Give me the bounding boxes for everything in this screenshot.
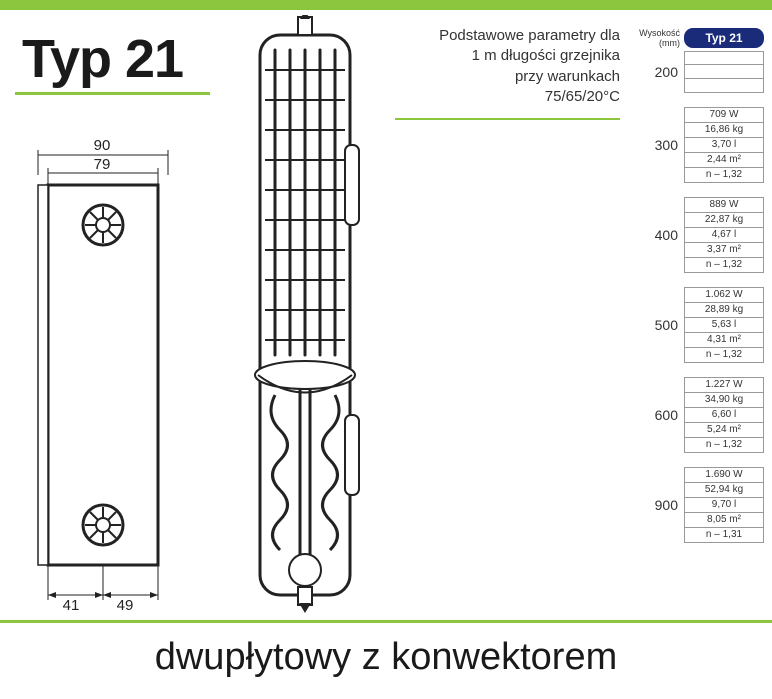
cell: 3,37 m² [684, 243, 764, 258]
cell [684, 79, 764, 93]
table-row: 300709 W16,86 kg3,70 l2,44 m²n – 1,32 [624, 107, 764, 183]
cell [684, 65, 764, 79]
cell: 34,90 kg [684, 393, 764, 408]
cell: 1.690 W [684, 467, 764, 483]
param-line2: 1 m długości grzejnika [395, 46, 620, 66]
dim-41: 41 [56, 597, 86, 614]
row-height-label: 200 [624, 51, 684, 93]
table-header: Wysokość (mm) Typ 21 [624, 28, 764, 48]
cell: 8,05 m² [684, 513, 764, 528]
cell: 1.062 W [684, 287, 764, 303]
spec-table: Wysokość (mm) Typ 21 200 300709 W16,86 kg… [624, 28, 764, 557]
row-cells: 1.062 W28,89 kg5,63 l4,31 m²n – 1,32 [684, 287, 764, 363]
cell: 5,63 l [684, 318, 764, 333]
cell: 28,89 kg [684, 303, 764, 318]
cell: 889 W [684, 197, 764, 213]
header-typ: Typ 21 [684, 28, 764, 48]
dim-79: 79 [82, 156, 122, 173]
param-line1: Podstawowe parametry dla [395, 26, 620, 46]
table-row: 400889 W22,87 kg4,67 l3,37 m²n – 1,32 [624, 197, 764, 273]
page-title: Typ 21 [22, 28, 183, 90]
bottom-accent-bar [0, 620, 772, 623]
row-height-label: 400 [624, 197, 684, 273]
table-row: 9001.690 W52,94 kg9,70 l8,05 m²n – 1,31 [624, 467, 764, 543]
row-cells: 1.690 W52,94 kg9,70 l8,05 m²n – 1,31 [684, 467, 764, 543]
row-cells: 709 W16,86 kg3,70 l2,44 m²n – 1,32 [684, 107, 764, 183]
row-height-label: 600 [624, 377, 684, 453]
table-row: 200 [624, 51, 764, 93]
param-underline [395, 118, 620, 120]
table-row: 5001.062 W28,89 kg5,63 l4,31 m²n – 1,32 [624, 287, 764, 363]
cell: 1.227 W [684, 377, 764, 393]
cell: 6,60 l [684, 408, 764, 423]
cell: n – 1,32 [684, 258, 764, 273]
side-view-diagram: 90 79 41 49 [28, 145, 188, 615]
cell: n – 1,31 [684, 528, 764, 543]
table-row: 6001.227 W34,90 kg6,60 l5,24 m²n – 1,32 [624, 377, 764, 453]
cell: 5,24 m² [684, 423, 764, 438]
title-underline [15, 92, 210, 95]
cell: 4,31 m² [684, 333, 764, 348]
top-accent-bar [0, 0, 772, 10]
cell [684, 51, 764, 65]
param-line4: 75/65/20°C [395, 87, 620, 107]
cell: 709 W [684, 107, 764, 123]
row-cells [684, 51, 764, 93]
param-line3: przy warunkach [395, 67, 620, 87]
dim-49: 49 [110, 597, 140, 614]
cell: n – 1,32 [684, 168, 764, 183]
cell: 16,86 kg [684, 123, 764, 138]
row-height-label: 500 [624, 287, 684, 363]
cutaway-diagram [230, 15, 380, 615]
cell: 9,70 l [684, 498, 764, 513]
cell: 3,70 l [684, 138, 764, 153]
caption: dwupłytowy z konwektorem [0, 636, 772, 679]
cell: 52,94 kg [684, 483, 764, 498]
row-cells: 889 W22,87 kg4,67 l3,37 m²n – 1,32 [684, 197, 764, 273]
header-wysokosc: Wysokość (mm) [624, 28, 684, 48]
row-height-label: 300 [624, 107, 684, 183]
row-height-label: 900 [624, 467, 684, 543]
parameter-text: Podstawowe parametry dla 1 m długości gr… [395, 26, 620, 107]
row-cells: 1.227 W34,90 kg6,60 l5,24 m²n – 1,32 [684, 377, 764, 453]
cell: n – 1,32 [684, 348, 764, 363]
dim-90: 90 [82, 137, 122, 154]
cell: n – 1,32 [684, 438, 764, 453]
cell: 2,44 m² [684, 153, 764, 168]
cell: 22,87 kg [684, 213, 764, 228]
cell: 4,67 l [684, 228, 764, 243]
